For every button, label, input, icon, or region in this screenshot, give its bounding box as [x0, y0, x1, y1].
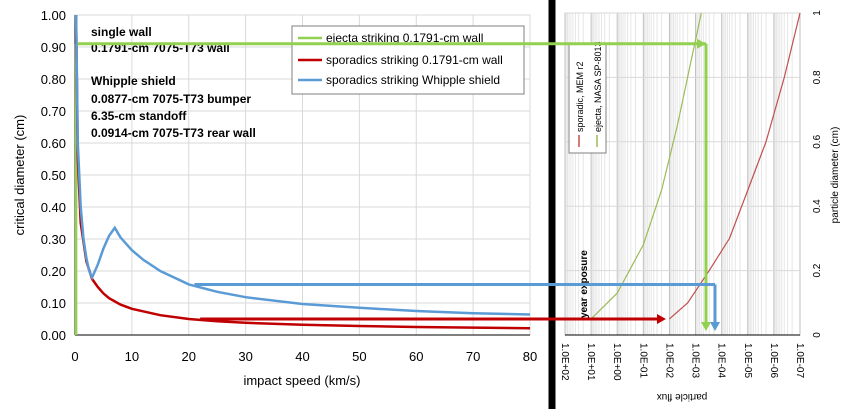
x-tick-label: 1.0E-04 — [716, 343, 727, 378]
x-tick-label: 1.0E+01 — [585, 343, 596, 381]
annotation-line: 0.0877-cm 7075-T73 bumper — [91, 92, 251, 106]
y-tick-label: 0.90 — [41, 40, 66, 55]
y-tick-label: 0.6 — [812, 134, 823, 148]
x-tick-label: 1.0E-03 — [690, 343, 701, 378]
y-tick-label: 0.8 — [812, 70, 823, 84]
x-tick-label: 70 — [466, 349, 480, 364]
x-tick-label: 1.0E-02 — [663, 343, 674, 378]
x-tick-label: 1.0E-06 — [768, 343, 779, 378]
right-legend: sporadic, MEM r2 ejecta, NASA SP-8013 — [568, 41, 607, 154]
annotation-line: Whipple shield — [91, 74, 176, 88]
x-tick-label: 80 — [523, 349, 537, 364]
arrowhead — [657, 314, 666, 324]
left-chart: 0.00 0.10 0.20 0.30 0.40 0.50 0.60 0.70 0.80 0.90… — [12, 8, 537, 388]
arrowhead — [710, 322, 720, 331]
y-tick-label: 0.70 — [41, 104, 66, 119]
x-tick-label: 20 — [182, 349, 196, 364]
y-tick-label: 0.00 — [41, 328, 66, 343]
x-tick-label: 1.0E-05 — [742, 343, 753, 378]
x-tick-label: 1.0E+02 — [559, 343, 570, 381]
y-tick-label: 0.20 — [41, 264, 66, 279]
legend-label: sporadics striking 0.1791-cm wall — [326, 53, 503, 67]
x-tick-label: 0 — [71, 349, 78, 364]
x-tick-label: 60 — [409, 349, 423, 364]
series-line — [590, 12, 702, 320]
legend-label: sporadic, MEM r2 — [575, 61, 585, 132]
y-tick-label: 0 — [812, 332, 823, 338]
y-axis-label: critical diameter (cm) — [12, 115, 27, 236]
x-tick-label: 30 — [238, 349, 252, 364]
series-line — [669, 12, 801, 320]
annotation-line: 0.0914-cm 7075-T73 rear wall — [91, 126, 256, 140]
y-tick-label: 0.80 — [41, 72, 66, 87]
y-tick-label: 0.10 — [41, 296, 66, 311]
legend-label: sporadics striking Whipple shield — [326, 73, 500, 87]
x-tick-label: 1.0E-07 — [794, 343, 805, 378]
right-chart: 0 0.2 0.4 0.6 0.8 1 1.0E+02 1.0E+01 1.0E+00 1.0E… — [548, 0, 850, 409]
x-axis-label: impact speed (km/s) — [243, 373, 360, 388]
y-tick-label: 0.2 — [812, 263, 823, 277]
legend-label: ejecta, NASA SP-8013 — [593, 41, 603, 132]
x-axis-label: particle flux — [657, 391, 708, 402]
y-tick-label: 0.4 — [812, 199, 823, 213]
annotation-line: 6.35-cm standoff — [91, 109, 187, 123]
x-tick-label: 50 — [352, 349, 366, 364]
arrowhead — [697, 38, 706, 49]
y-tick-label: 1 — [812, 10, 823, 16]
x-tick-label: 1.0E-01 — [637, 343, 648, 378]
y-tick-label: 0.60 — [41, 136, 66, 151]
annotation-line: single wall — [91, 25, 152, 39]
y-axis-label: particle diameter (cm) — [830, 127, 841, 224]
legend-label: ejecta striking 0.1791-cm wall — [326, 31, 483, 45]
legend-box — [291, 25, 525, 95]
x-tick-label: 40 — [295, 349, 309, 364]
x-tick-label: 10 — [125, 349, 139, 364]
connecting-guides — [77, 38, 720, 331]
series-line — [74, 14, 531, 316]
y-tick-label: 0.40 — [41, 200, 66, 215]
x-tick-label: 1.0E+00 — [611, 343, 622, 381]
y-tick-label: 0.30 — [41, 232, 66, 247]
y-tick-label: 0.50 — [41, 168, 66, 183]
y-tick-label: 1.00 — [41, 8, 66, 23]
arrowhead — [701, 322, 711, 331]
left-legend: ejecta striking 0.1791-cm wall sporadics… — [291, 25, 525, 95]
